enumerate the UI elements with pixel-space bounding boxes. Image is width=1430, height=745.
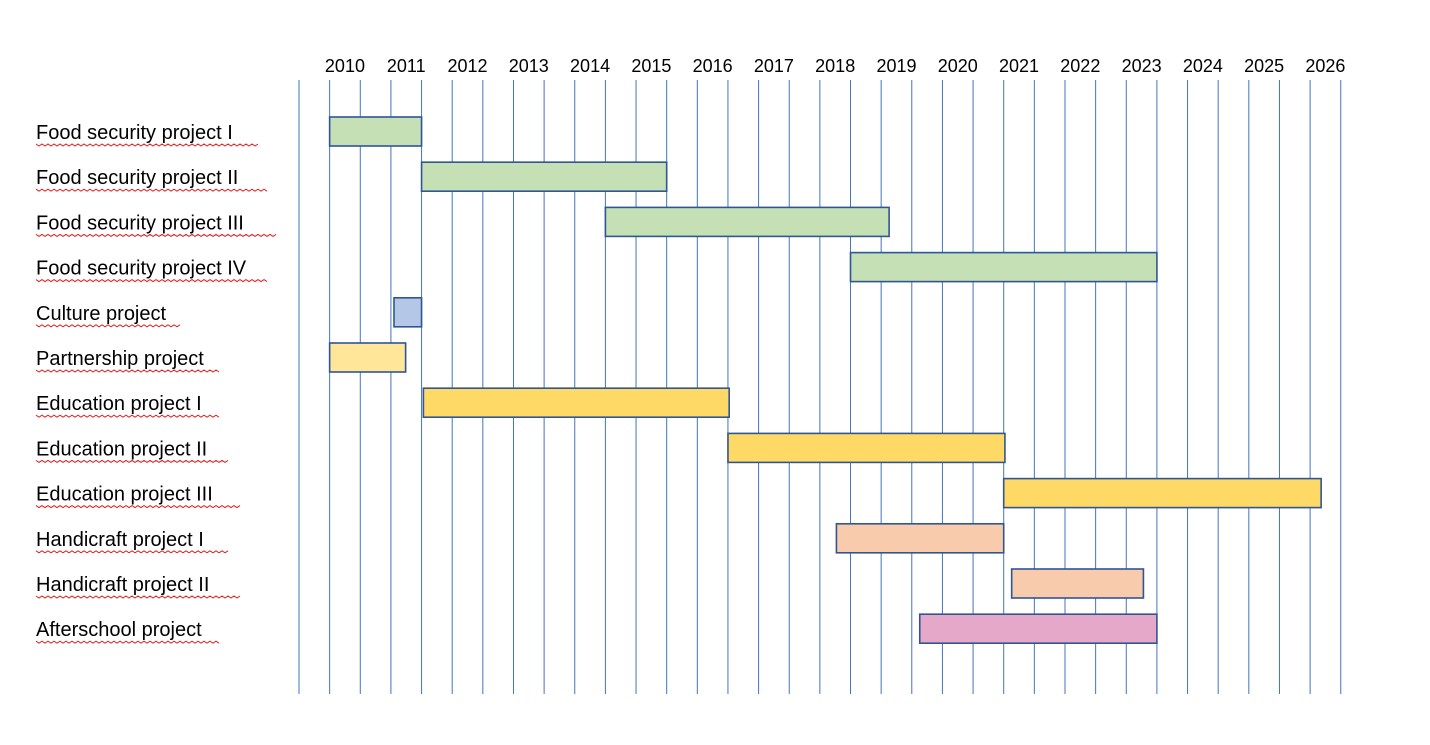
year-tick-label: 2020 [938,56,978,76]
year-tick-label: 2010 [325,56,365,76]
spellcheck-underline [35,233,277,238]
spellcheck-underline [35,188,268,192]
task-bar [918,613,1158,645]
year-tick-label: 2019 [876,56,916,76]
year-tick-label: 2023 [1122,56,1162,76]
task-label: Education project I [36,393,202,415]
task-bar [835,522,1005,554]
spellcheck-underline [35,278,268,283]
spellcheck-underline [35,640,220,644]
task-label: Food security project I [36,122,233,144]
year-tick-label: 2016 [693,56,733,76]
task-label: Handicraft project II [36,574,209,596]
year-tick-label: 2012 [447,56,487,76]
year-tick-label: 2022 [1060,56,1100,76]
year-tick-label: 2015 [631,56,671,76]
task-label: Partnership project [36,348,204,370]
year-tick-label: 2013 [509,56,549,76]
year-tick-label: 2017 [754,56,794,76]
spellcheck-underline [35,595,241,599]
task-label: Culture project [36,303,167,325]
task-bar [604,206,890,238]
task-label: Food security project II [36,167,238,189]
task-label: Education project III [36,484,213,506]
task-bar [727,432,1006,464]
task-label: Afterschool project [36,619,202,641]
year-tick-label: 2014 [570,56,610,76]
year-tick-label: 2018 [815,56,855,76]
year-tick-label: 2026 [1305,56,1345,76]
task-label: Education project II [36,438,207,460]
task-bar [422,387,730,419]
task-bar [328,342,407,373]
task-bar [1010,568,1145,599]
spellcheck-underline [35,324,181,328]
task-bar [420,161,668,192]
year-tick-label: 2021 [999,56,1039,76]
year-tick-label: 2024 [1183,56,1223,76]
task-labels: Food security project I Food security pro… [35,122,277,644]
year-tick-label: 2011 [387,56,426,76]
spellcheck-underline [35,143,259,147]
spellcheck-underline [35,414,220,418]
spellcheck-underline [35,550,229,554]
task-label: Food security project IV [36,258,247,280]
spellcheck-underline [35,504,241,509]
task-bar [1002,477,1322,509]
task-bars [328,116,1322,645]
task-bar [328,116,423,147]
year-tick-label: 2025 [1244,56,1284,76]
year-axis: 2010 2011 2012 2013 2014 2015 2016 2017 2018 2019… [325,56,1346,76]
spellcheck-underline [35,369,220,373]
task-bar [849,251,1158,283]
task-label: Handicraft project I [36,529,204,551]
spellcheck-underline [35,459,229,464]
task-label: Food security project III [36,212,244,234]
task-bar [393,296,423,328]
